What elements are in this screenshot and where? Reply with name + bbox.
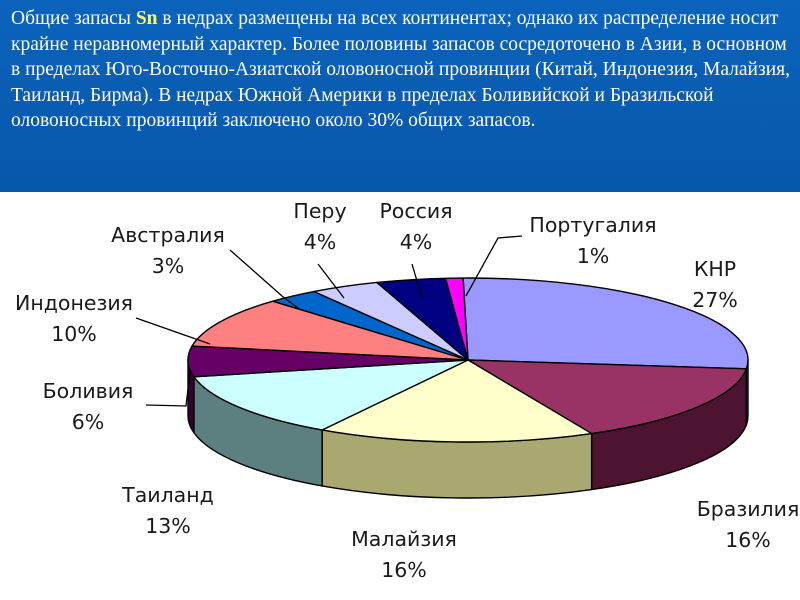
pie-slices bbox=[187, 277, 749, 443]
slice-индонезия bbox=[191, 300, 469, 361]
slice-бразилия-value: 16% bbox=[725, 528, 771, 552]
slice-португалия-value: 1% bbox=[577, 244, 610, 268]
header-text-before: Общие запасы bbox=[11, 8, 136, 29]
slice-кнр bbox=[462, 277, 749, 370]
slice-австралия-value: 3% bbox=[152, 254, 185, 278]
slice-таиланд-value: 13% bbox=[145, 514, 191, 538]
slice-перу-leader bbox=[317, 263, 345, 299]
slice-боливия-value: 6% bbox=[72, 410, 105, 434]
slice-россия-name: Россия bbox=[379, 199, 452, 223]
slice-португалия bbox=[444, 277, 469, 361]
slice-австралия-label: Австралия 3% bbox=[111, 223, 225, 278]
slice-австралия-leader bbox=[229, 249, 299, 309]
leader-lines bbox=[135, 235, 523, 407]
slice-индонезия-value: 10% bbox=[51, 322, 97, 346]
slice-россия-leader bbox=[411, 263, 423, 299]
slice-малайзия-label: Малайзия 16% bbox=[351, 527, 457, 582]
header-text-after: в недрах размещены на всех континентах; … bbox=[11, 8, 790, 131]
slice-перу-label: Перу 4% bbox=[293, 199, 346, 254]
slice-кнр-name: КНР bbox=[694, 257, 736, 281]
slice-португалия-leader bbox=[465, 235, 523, 297]
slice-бразилия bbox=[467, 359, 748, 435]
header-highlight-sn: Sn bbox=[135, 8, 158, 29]
slice-таиланд-name: Таиланд bbox=[121, 483, 214, 507]
slice-португалия-name: Португалия bbox=[529, 213, 656, 237]
slice-labels: КНР 27% Бразилия 16% Малайзия 16% Таиланд 13% Бо… bbox=[15, 199, 799, 582]
slice-кнр-value: 27% bbox=[692, 288, 738, 312]
slice-таиланд-label: Таиланд 13% bbox=[121, 483, 214, 538]
slice-малайзия bbox=[321, 359, 593, 443]
pie-sides bbox=[187, 359, 749, 499]
slice-боливия-leader bbox=[145, 371, 191, 407]
slice-индонезия-leader bbox=[135, 317, 211, 345]
slice-россия-label: Россия 4% bbox=[379, 199, 452, 254]
slice-бразилия-label: Бразилия 16% bbox=[697, 497, 800, 552]
slice-индонезия-label: Индонезия 10% bbox=[15, 291, 133, 346]
slice-перу-name: Перу bbox=[293, 199, 346, 223]
pie-chart: КНР 27% Бразилия 16% Малайзия 16% Таиланд 13% Бо… bbox=[15, 199, 799, 582]
slice-бразилия-name: Бразилия bbox=[697, 497, 800, 521]
slice-перу-value: 4% bbox=[304, 230, 337, 254]
slice-малайзия-value: 16% bbox=[381, 558, 427, 582]
slice-таиланд bbox=[193, 359, 469, 431]
slice-малайзия-name: Малайзия bbox=[351, 527, 457, 551]
slice-португалия-label: Португалия 1% bbox=[529, 213, 656, 268]
slice-кнр-label: КНР 27% bbox=[692, 257, 738, 312]
header-banner: Общие запасы Sn в недрах размещены на вс… bbox=[0, 0, 800, 192]
slice-австралия-name: Австралия bbox=[111, 223, 225, 247]
slice-боливия-name: Боливия bbox=[43, 379, 134, 403]
slice-россия-value: 4% bbox=[400, 230, 433, 254]
slice-боливия-label: Боливия 6% bbox=[43, 379, 134, 434]
slice-индонезия-name: Индонезия bbox=[15, 291, 133, 315]
header-text: Общие запасы Sn в недрах размещены на вс… bbox=[11, 6, 791, 134]
